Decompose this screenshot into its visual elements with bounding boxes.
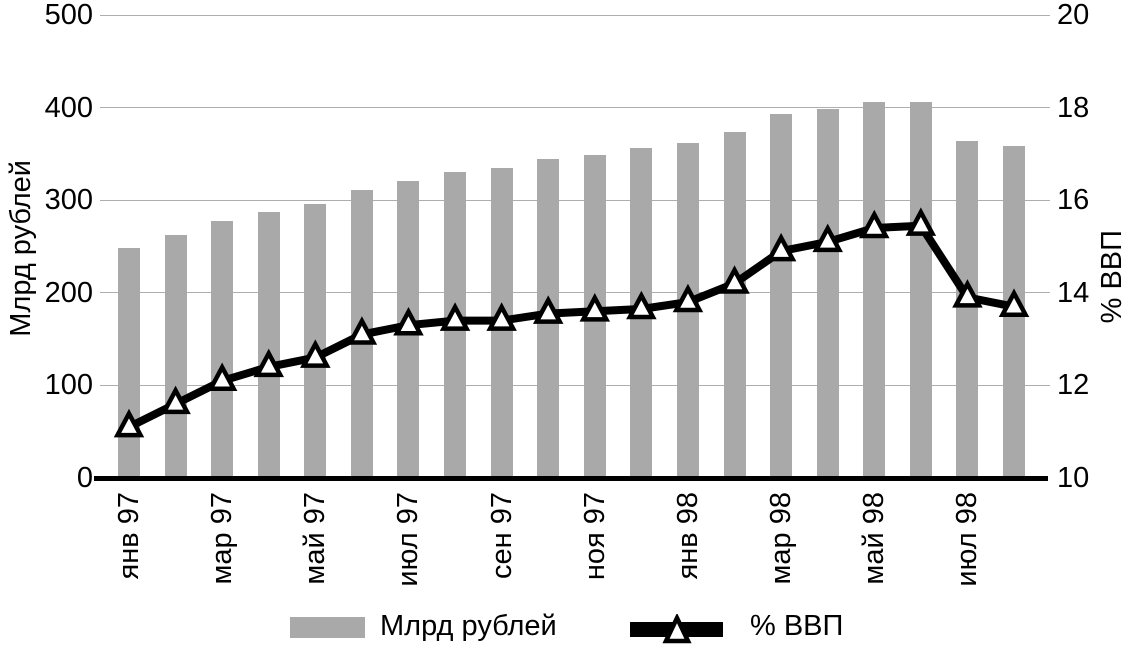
- line-marker-triangle-icon: [393, 306, 424, 336]
- line-marker-triangle-icon: [486, 302, 517, 331]
- line-marker-triangle-icon: [672, 283, 704, 313]
- x-tick-label: май 98: [858, 492, 891, 585]
- gridline: [100, 292, 1050, 294]
- line-marker-triangle-icon: [579, 293, 611, 322]
- x-tick-label: ноя 97: [578, 492, 611, 581]
- y-tick-label-right: 14: [1057, 276, 1090, 309]
- x-tick-label: июл 98: [951, 492, 984, 587]
- bar: [770, 114, 793, 478]
- right-axis-title: % ВВП: [1096, 230, 1128, 324]
- y-tick-label-left: 100: [44, 369, 93, 402]
- bar: [816, 109, 839, 478]
- x-tick-label: май 97: [299, 492, 332, 585]
- gridline: [100, 107, 1050, 109]
- y-tick-label-right: 16: [1057, 184, 1090, 217]
- legend-triangle-icon: [662, 614, 692, 644]
- line-marker-triangle-icon: [160, 385, 191, 415]
- line-marker-triangle-icon: [113, 408, 145, 438]
- x-tick-label: мар 97: [206, 492, 239, 585]
- gridline: [100, 14, 1050, 16]
- y-tick-label-left: 400: [44, 91, 93, 124]
- x-tick-label: июл 97: [392, 492, 425, 587]
- gdp-line: [127, 221, 1015, 431]
- gridline: [100, 199, 1050, 201]
- line-marker-triangle-icon: [952, 279, 983, 308]
- x-tick-label: янв 98: [671, 492, 704, 580]
- line-marker-triangle-icon: [719, 265, 750, 294]
- line-marker-triangle-icon: [626, 290, 657, 320]
- line-marker-triangle-icon: [532, 295, 564, 324]
- line-marker-triangle-icon: [253, 348, 284, 378]
- y-tick-label-left: 300: [44, 184, 93, 217]
- line-marker-triangle-icon: [206, 362, 238, 392]
- bar: [164, 235, 187, 478]
- line-marker-triangle-icon: [812, 223, 843, 253]
- line-marker-triangle-icon: [765, 232, 797, 262]
- bar: [257, 212, 280, 478]
- bar: [723, 131, 746, 478]
- y-tick-label-right: 12: [1057, 369, 1090, 402]
- line-marker-triangle-icon: [859, 209, 890, 239]
- y-tick-label-right: 20: [1057, 0, 1090, 31]
- x-tick-label: сен 97: [485, 492, 518, 579]
- y-tick-label-left: 0: [76, 462, 93, 494]
- legend-bar-label: Млрд рублей: [380, 610, 557, 642]
- y-tick-label-right: 10: [1057, 462, 1090, 494]
- line-marker-triangle-icon: [998, 288, 1030, 317]
- y-tick-label-right: 18: [1057, 91, 1090, 124]
- legend-line-label: % ВВП: [750, 610, 844, 642]
- y-tick-label-left: 500: [44, 0, 93, 31]
- legend-line-swatch: [630, 614, 723, 645]
- line-marker-triangle-icon: [300, 339, 331, 368]
- bar: [956, 140, 979, 478]
- x-tick-label: янв 97: [113, 492, 145, 580]
- x-tick-label: мар 98: [765, 492, 798, 585]
- legend-bar-swatch: [290, 617, 365, 638]
- line-marker-triangle-icon: [346, 316, 378, 345]
- line-marker-triangle-icon: [905, 207, 937, 236]
- line-marker-triangle-icon: [439, 302, 471, 331]
- y-tick-label-left: 200: [44, 276, 93, 309]
- bar: [211, 221, 234, 478]
- x-axis-line: [94, 476, 1048, 481]
- bar: [863, 102, 886, 478]
- gridline: [100, 384, 1050, 386]
- bar: [909, 102, 932, 478]
